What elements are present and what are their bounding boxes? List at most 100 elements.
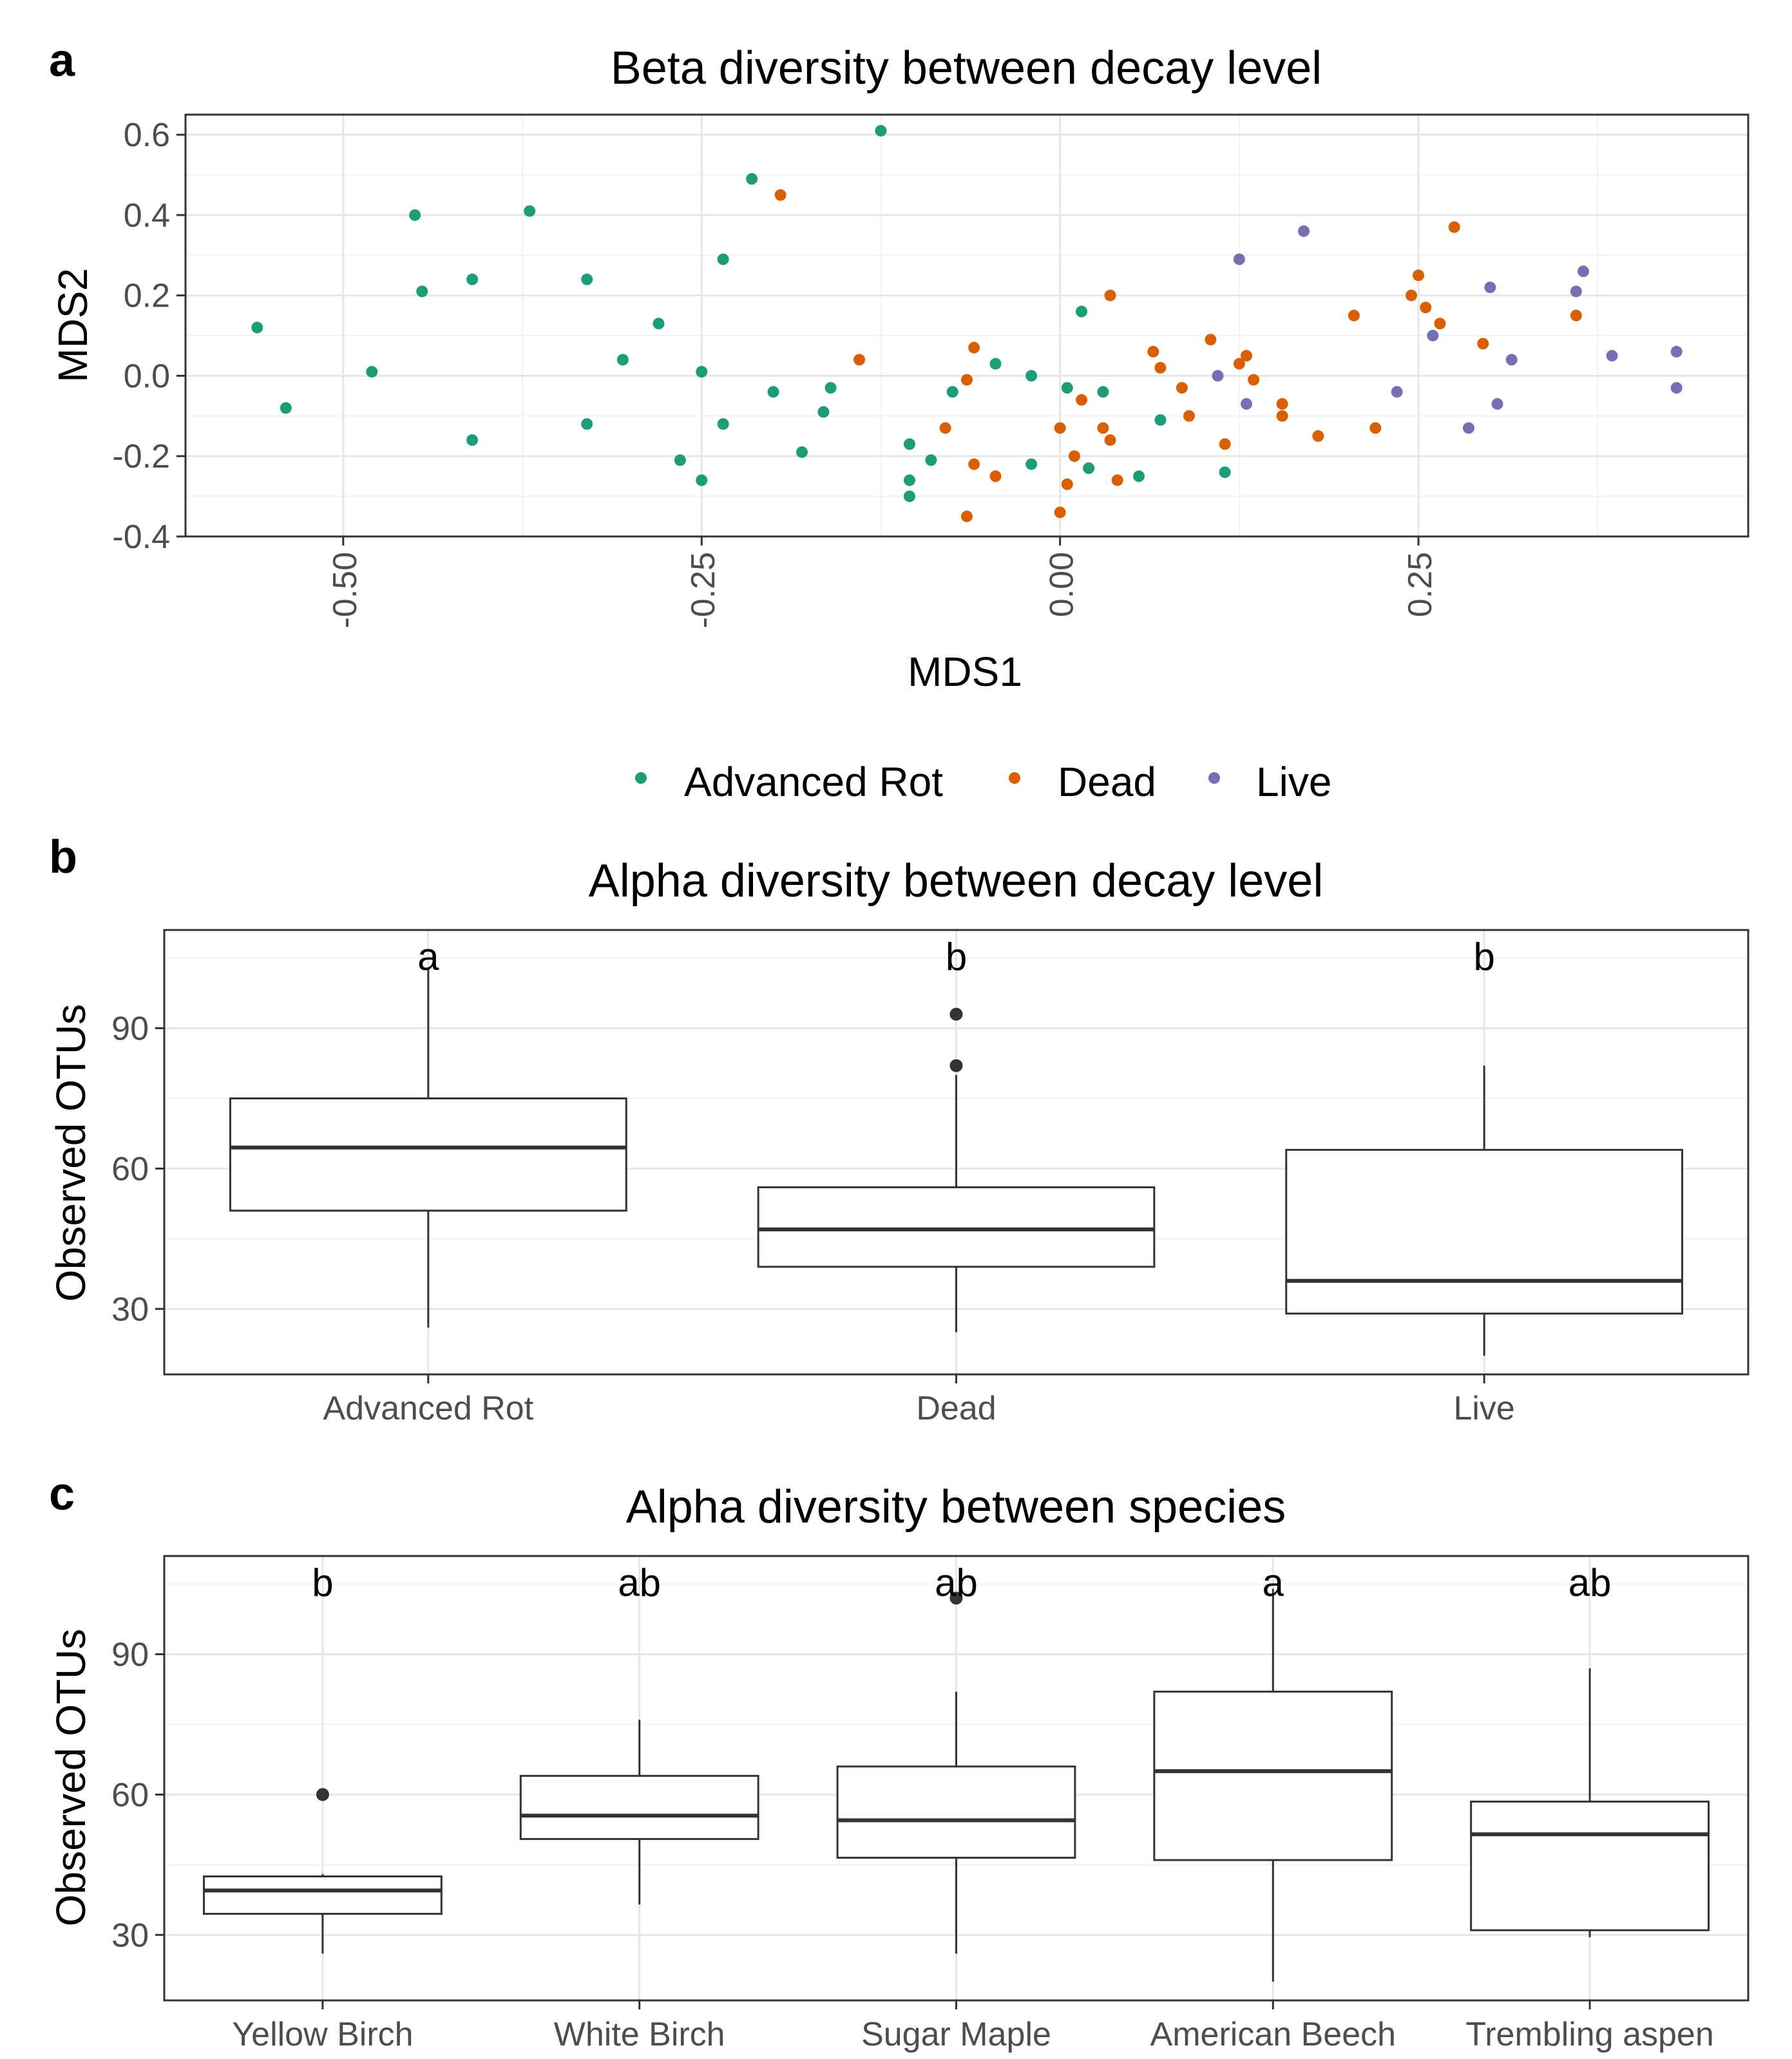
point-advanced-rot (696, 366, 708, 378)
point-advanced-rot (1025, 458, 1038, 470)
point-advanced-rot (717, 418, 729, 430)
x-tick-label: 0.25 (1402, 552, 1439, 617)
point-dead (1147, 346, 1159, 358)
point-dead (1477, 337, 1489, 350)
point-advanced-rot (466, 434, 479, 446)
point-dead (1413, 269, 1425, 281)
point-dead (1348, 309, 1360, 321)
point-live (1578, 265, 1590, 278)
point-dead (1420, 301, 1432, 314)
point-live (1427, 330, 1439, 342)
y-tick-label: 60 (111, 1150, 149, 1188)
legend-key-dead (1009, 772, 1020, 784)
point-dead (1369, 422, 1382, 434)
y-tick-label: -0.4 (112, 518, 170, 556)
significance-letter: b (946, 935, 967, 978)
point-advanced-rot (946, 386, 958, 398)
panel-a-letter: a (49, 35, 75, 86)
point-advanced-rot (903, 474, 915, 486)
point-dead (1241, 350, 1253, 362)
significance-letter: b (312, 1561, 333, 1604)
point-advanced-rot (696, 474, 708, 486)
panel-a-points (251, 124, 1682, 522)
x-tick-label: Dead (916, 1390, 996, 1427)
point-advanced-rot (1076, 305, 1088, 318)
x-tick-label: -0.25 (685, 552, 722, 629)
panel-a-legend: Advanced Rot Dead Live (635, 759, 1331, 805)
y-tick-label: 90 (111, 1011, 149, 1048)
point-live (1570, 285, 1582, 298)
panel-a-title: Beta diversity between decay level (611, 43, 1322, 94)
panel-c-y-axis-title: Observed OTUs (48, 1629, 94, 1926)
panel-a-plot-background (186, 115, 1748, 536)
outlier-point (949, 1059, 963, 1072)
box-iqr (836, 1765, 1076, 1859)
point-dead (1434, 318, 1446, 330)
point-advanced-rot (925, 454, 937, 466)
panel-b: b Alpha diversity between decay level a b… (48, 831, 1749, 1427)
x-tick-label: 0.00 (1044, 552, 1081, 617)
y-tick-label: 0.0 (124, 357, 170, 395)
point-dead (1219, 438, 1231, 450)
box-sugar-maple: ab (836, 1561, 1076, 1954)
point-advanced-rot (280, 402, 292, 414)
panel-a-x-axis-title: MDS1 (908, 649, 1022, 695)
point-advanced-rot (767, 386, 779, 398)
x-tick-label: Live (1453, 1390, 1514, 1427)
point-advanced-rot (674, 454, 686, 466)
box-iqr (202, 1875, 443, 1915)
point-advanced-rot (717, 253, 729, 265)
point-live (1491, 398, 1503, 410)
point-dead (961, 374, 973, 386)
point-advanced-rot (1025, 370, 1038, 382)
y-tick-label: 30 (111, 1291, 149, 1328)
panel-c: c Alpha diversity between species b ab ab a… (48, 1468, 1749, 2053)
significance-letter: b (1473, 935, 1494, 978)
point-dead (1312, 430, 1324, 442)
point-dead (1076, 394, 1088, 406)
point-dead (1205, 334, 1217, 346)
panel-a-plot-frame (184, 113, 1749, 538)
box-american-beech: a (1153, 1561, 1393, 1982)
legend-key-advanced-rot (635, 772, 647, 784)
panel-b-y-axis: 30 60 90 (111, 1011, 164, 1328)
box-iqr (229, 1097, 627, 1212)
legend-label-advanced-rot: Advanced Rot (684, 759, 943, 805)
point-dead (1054, 506, 1066, 518)
point-advanced-rot (366, 366, 378, 378)
x-tick-label: White Birch (554, 2016, 725, 2053)
point-advanced-rot (524, 205, 536, 217)
point-dead (1405, 289, 1417, 301)
point-advanced-rot (416, 285, 428, 298)
panel-a-y-axis: -0.4 -0.2 0.0 0.2 0.4 0.6 (112, 117, 186, 556)
panel-a: a Beta diversity between decay level -0.… (49, 35, 1749, 805)
x-tick-label: Yellow Birch (232, 2016, 413, 2053)
box-iqr (1285, 1148, 1684, 1315)
panel-b-x-axis: Advanced Rot Dead Live (323, 1374, 1515, 1427)
point-live (1241, 398, 1253, 410)
point-live (1670, 346, 1682, 358)
point-live (1606, 350, 1618, 362)
point-advanced-rot (251, 321, 263, 334)
y-tick-label: 0.6 (124, 117, 170, 154)
point-advanced-rot (1219, 466, 1231, 479)
panel-a-y-axis-title: MDS2 (50, 268, 96, 383)
point-live (1233, 253, 1245, 265)
x-tick-label: Trembling aspen (1465, 2016, 1713, 2053)
point-advanced-rot (409, 209, 421, 221)
point-dead (989, 470, 1002, 482)
y-tick-label: 0.2 (124, 278, 170, 315)
point-live (1670, 382, 1682, 394)
point-dead (1183, 410, 1195, 422)
panel-c-x-axis: Yellow Birch White Birch Sugar Maple Americ… (232, 2000, 1714, 2053)
y-tick-label: 90 (111, 1637, 149, 1674)
x-tick-label: -0.50 (327, 552, 364, 629)
point-advanced-rot (903, 490, 915, 502)
point-dead (1570, 309, 1582, 321)
point-dead (1154, 362, 1167, 374)
point-advanced-rot (1133, 470, 1145, 482)
point-dead (853, 354, 866, 366)
point-advanced-rot (1097, 386, 1109, 398)
point-live (1391, 386, 1403, 398)
